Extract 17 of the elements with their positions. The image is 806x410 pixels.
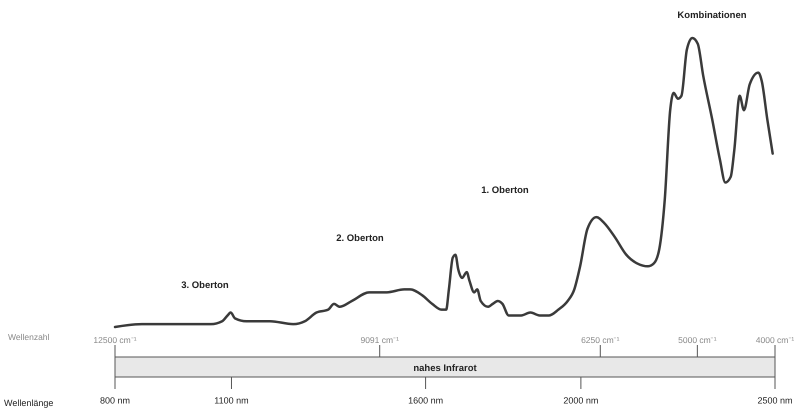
annotation: 3. Oberton	[181, 280, 229, 291]
x-tick-label: 800 nm	[100, 395, 130, 406]
text: nahes Infrarot	[413, 363, 478, 374]
x2-tick-label: 5000 cm⁻¹	[678, 335, 717, 345]
x2-tick-label: 4000 cm⁻¹	[756, 335, 794, 345]
text: Kombinationen	[677, 10, 747, 21]
annotation: 2. Oberton	[336, 233, 384, 244]
x-tick-label: 2500 nm	[757, 395, 793, 406]
x-tick-label: 2000 nm	[563, 395, 598, 406]
x-axis-title: Wellenlänge	[4, 398, 54, 408]
x2-axis-title: Wellenzahl	[8, 332, 50, 342]
annotation: 1. Oberton	[481, 185, 529, 196]
x2-tick-label: 12500 cm⁻¹	[93, 335, 137, 345]
x2-tick-label: 9091 cm⁻¹	[360, 335, 400, 345]
x-tick-label: 1600 nm	[408, 395, 444, 406]
x2-tick-label: 6250 cm⁻¹	[581, 335, 620, 345]
x-tick-label: 1100 nm	[214, 395, 249, 406]
